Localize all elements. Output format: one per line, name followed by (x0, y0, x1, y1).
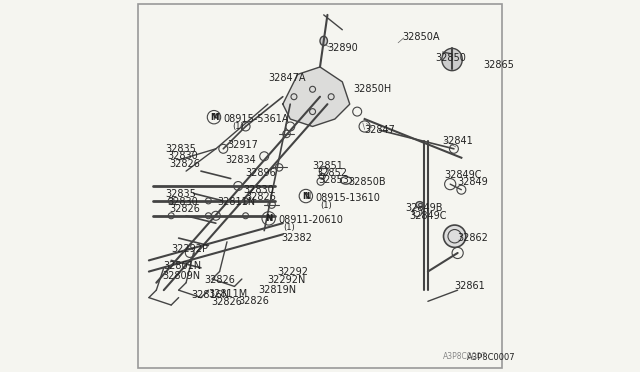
Text: 32834: 32834 (225, 155, 256, 165)
Text: 32849B: 32849B (406, 203, 443, 213)
Text: M: M (210, 113, 218, 122)
Text: 32896: 32896 (246, 168, 276, 178)
Text: 32849C: 32849C (445, 170, 482, 180)
Text: 32850A: 32850A (402, 32, 439, 42)
Text: 32811N: 32811N (218, 197, 256, 206)
Text: N: N (303, 192, 310, 201)
Text: 32826: 32826 (204, 275, 235, 285)
Text: 08911-20610: 08911-20610 (278, 215, 343, 225)
Text: 32850: 32850 (435, 53, 466, 62)
Text: 32801N: 32801N (164, 261, 202, 271)
Text: N: N (265, 214, 272, 223)
Text: 32841: 32841 (443, 137, 474, 146)
Text: 32850H: 32850H (353, 84, 392, 94)
Text: N: N (302, 192, 309, 201)
Text: 32852: 32852 (316, 168, 348, 178)
Text: N: N (266, 214, 273, 223)
Text: 32851: 32851 (312, 161, 344, 170)
Text: (1): (1) (321, 201, 333, 210)
Text: 32847A: 32847A (268, 73, 305, 83)
Ellipse shape (320, 36, 328, 46)
Text: 32826: 32826 (246, 192, 276, 202)
Polygon shape (283, 67, 349, 126)
Text: 32849C: 32849C (410, 211, 447, 221)
Text: 08915-5361A: 08915-5361A (223, 114, 289, 124)
Text: 32826: 32826 (238, 296, 269, 306)
Text: 32811M: 32811M (209, 289, 248, 299)
Text: 32809N: 32809N (162, 271, 200, 281)
Text: 32830: 32830 (168, 151, 198, 161)
Circle shape (444, 225, 466, 247)
Text: 32865: 32865 (484, 60, 515, 70)
Text: 32853: 32853 (318, 176, 349, 185)
Text: 32830: 32830 (244, 185, 275, 195)
Text: 32292N: 32292N (267, 275, 305, 285)
Text: 32849: 32849 (458, 177, 488, 187)
Ellipse shape (416, 202, 424, 208)
Text: 32862: 32862 (458, 233, 488, 243)
Text: 32292: 32292 (277, 267, 308, 276)
Text: 32830: 32830 (168, 197, 198, 206)
Text: M: M (212, 113, 220, 122)
Text: 32292P: 32292P (172, 244, 208, 254)
Text: 32819N: 32819N (259, 285, 297, 295)
Text: 32826: 32826 (170, 160, 200, 169)
Text: (1): (1) (232, 122, 244, 131)
FancyBboxPatch shape (138, 4, 502, 368)
Text: 32835: 32835 (166, 189, 196, 199)
Text: 32826: 32826 (211, 297, 243, 307)
Text: 08915-13610: 08915-13610 (316, 193, 380, 203)
Text: 32890: 32890 (328, 44, 358, 53)
Text: 32835: 32835 (166, 144, 196, 154)
Text: 32382: 32382 (281, 233, 312, 243)
Text: 32861: 32861 (454, 282, 484, 291)
Text: 32847: 32847 (365, 125, 396, 135)
Ellipse shape (442, 48, 462, 71)
Text: 32917: 32917 (227, 140, 258, 150)
Text: 32816N: 32816N (191, 290, 230, 299)
Text: A3P8C0007: A3P8C0007 (467, 353, 516, 362)
Text: (1): (1) (284, 223, 295, 232)
Text: 32850B: 32850B (348, 177, 385, 187)
Text: 32826: 32826 (170, 204, 200, 214)
Text: A3P8C0007: A3P8C0007 (443, 352, 488, 361)
